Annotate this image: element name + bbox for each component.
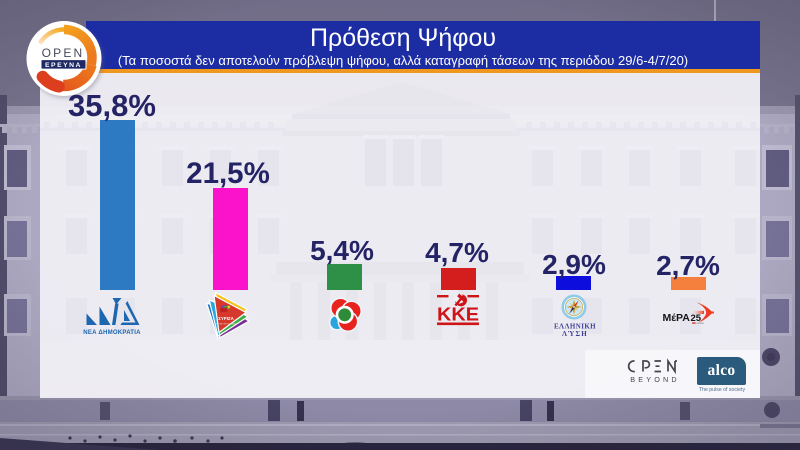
svg-text:BEYOND: BEYOND xyxy=(630,375,680,384)
svg-text:ΕΛΛΗΝΙΚΗ: ΕΛΛΗΝΙΚΗ xyxy=(554,323,596,331)
svg-text:ΛΎΣΗ: ΛΎΣΗ xyxy=(562,330,588,338)
svg-text:ΕΡΕΥΝΑ: ΕΡΕΥΝΑ xyxy=(45,62,82,69)
svg-text:ΚΚΕ: ΚΚΕ xyxy=(437,305,479,325)
svg-text:ΠΡΟΟΔΕΥΤΙΚΗ ΣΥΜΜΑΧΙΑ: ΠΡΟΟΔΕΥΤΙΚΗ ΣΥΜΜΑΧΙΑ xyxy=(215,323,237,326)
svg-text:25: 25 xyxy=(691,313,702,324)
svg-text:OPEN: OPEN xyxy=(42,46,85,60)
svg-text:ΝΕΑ ΔΗΜΟΚΡΑΤΙΑ: ΝΕΑ ΔΗΜΟΚΡΑΤΙΑ xyxy=(83,329,141,336)
svg-text:ΜέΡΑ: ΜέΡΑ xyxy=(663,312,691,324)
svg-text:ΣΥΡΙΖΑ: ΣΥΡΙΖΑ xyxy=(218,316,234,321)
